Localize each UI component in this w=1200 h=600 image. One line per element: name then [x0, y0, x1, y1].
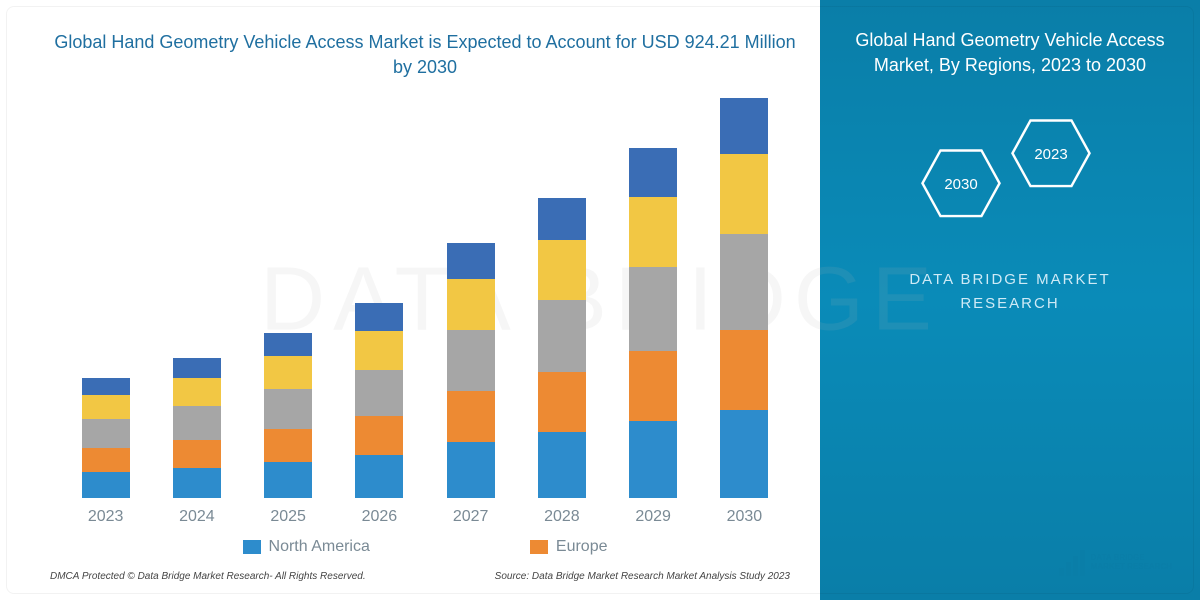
legend-label: North America — [269, 538, 370, 556]
bar-segment-north_america — [173, 468, 221, 499]
bar-segment-north_america — [82, 472, 130, 498]
stacked-bar — [720, 98, 768, 498]
bar-segment-europe — [538, 372, 586, 432]
main-layout: Global Hand Geometry Vehicle Access Mark… — [0, 0, 1200, 600]
logo-bars-icon — [1059, 550, 1085, 576]
bar-segment-asia_pacific — [173, 406, 221, 440]
bar-segment-mea — [538, 240, 586, 300]
x-axis-label: 2027 — [453, 508, 489, 526]
bar-segment-north_america — [538, 432, 586, 498]
bar-group: 2029 — [618, 148, 688, 526]
brand-watermark-right: DATA BRIDGE MARKET RESEARCH — [909, 268, 1110, 316]
bar-segment-europe — [173, 440, 221, 468]
bar-segment-mea — [447, 279, 495, 330]
x-axis-label: 2026 — [362, 508, 398, 526]
bar-group: 2026 — [344, 303, 414, 526]
bar-segment-north_america — [264, 462, 312, 498]
bar-segment-mea — [173, 378, 221, 406]
footer-copyright: DMCA Protected © Data Bridge Market Rese… — [50, 571, 366, 582]
bar-segment-south_america — [720, 98, 768, 154]
logo-bar — [1066, 562, 1071, 576]
x-axis-label: 2023 — [88, 508, 124, 526]
logo-bar — [1059, 568, 1064, 576]
footer: DMCA Protected © Data Bridge Market Rese… — [50, 571, 790, 582]
bar-group: 2023 — [71, 378, 141, 526]
bar-segment-asia_pacific — [720, 234, 768, 330]
bar-segment-asia_pacific — [629, 267, 677, 351]
bar-segment-south_america — [538, 198, 586, 240]
stacked-bar — [173, 358, 221, 498]
chart-title: Global Hand Geometry Vehicle Access Mark… — [50, 30, 800, 80]
stacked-bar — [447, 243, 495, 498]
hex-label: 2030 — [944, 176, 977, 193]
legend-swatch — [243, 540, 261, 554]
x-axis-label: 2030 — [727, 508, 763, 526]
bar-segment-mea — [264, 356, 312, 389]
bar-segment-mea — [629, 197, 677, 267]
bar-segment-south_america — [82, 378, 130, 395]
stacked-bar — [538, 198, 586, 498]
logo-text: DATA BRIDGE MARKET RESEARCH — [1091, 554, 1172, 572]
bar-segment-mea — [82, 395, 130, 419]
logo: DATA BRIDGE MARKET RESEARCH — [1059, 550, 1172, 576]
stacked-bar — [82, 378, 130, 498]
x-axis-label: 2025 — [270, 508, 306, 526]
bar-segment-south_america — [447, 243, 495, 279]
bar-group: 2027 — [436, 243, 506, 526]
stacked-bar — [629, 148, 677, 498]
bar-group: 2025 — [253, 333, 323, 526]
bar-segment-north_america — [720, 410, 768, 498]
hex-label: 2023 — [1034, 146, 1067, 163]
logo-bar — [1073, 556, 1078, 576]
logo-bar — [1080, 550, 1085, 576]
bar-segment-south_america — [264, 333, 312, 356]
legend-item-europe: Europe — [530, 538, 608, 556]
bar-segment-europe — [264, 429, 312, 462]
x-axis-label: 2028 — [544, 508, 580, 526]
hex-badge-2023: 2023 — [1010, 118, 1092, 190]
bar-segment-europe — [447, 391, 495, 442]
hex-badge-2030: 2030 — [920, 148, 1002, 220]
bar-group: 2028 — [527, 198, 597, 526]
hex-badges: 2030 2023 — [910, 108, 1110, 238]
bar-segment-mea — [355, 331, 403, 370]
bar-group: 2030 — [709, 98, 779, 526]
brand-line: RESEARCH — [909, 292, 1110, 316]
bar-segment-asia_pacific — [82, 419, 130, 448]
right-panel-title: Global Hand Geometry Vehicle Access Mark… — [844, 28, 1176, 78]
bar-segment-asia_pacific — [355, 370, 403, 417]
bar-segment-europe — [720, 330, 768, 410]
bar-segment-europe — [629, 351, 677, 421]
legend-item-north-america: North America — [243, 538, 370, 556]
chart-legend: North America Europe — [50, 538, 800, 556]
bar-segment-south_america — [629, 148, 677, 197]
bar-segment-north_america — [447, 442, 495, 498]
bar-segment-south_america — [355, 303, 403, 330]
bar-segment-south_america — [173, 358, 221, 378]
legend-label: Europe — [556, 538, 608, 556]
bar-segment-mea — [720, 154, 768, 234]
stacked-bar — [355, 303, 403, 498]
bar-segment-europe — [82, 448, 130, 472]
chart-panel: Global Hand Geometry Vehicle Access Mark… — [0, 0, 820, 600]
bar-segment-north_america — [355, 455, 403, 498]
bar-segment-asia_pacific — [264, 389, 312, 429]
x-axis-label: 2029 — [635, 508, 671, 526]
x-axis-label: 2024 — [179, 508, 215, 526]
logo-text-line: MARKET RESEARCH — [1091, 563, 1172, 572]
brand-line: DATA BRIDGE MARKET — [909, 268, 1110, 292]
chart-area: 2023 2024 2025 2026 2027 2028 2029 2030 — [50, 98, 800, 534]
footer-source: Source: Data Bridge Market Research Mark… — [495, 571, 790, 582]
bar-segment-asia_pacific — [538, 300, 586, 372]
right-panel: Global Hand Geometry Vehicle Access Mark… — [820, 0, 1200, 600]
bar-group: 2024 — [162, 358, 232, 526]
bar-segment-asia_pacific — [447, 330, 495, 391]
legend-swatch — [530, 540, 548, 554]
bar-segment-europe — [355, 416, 403, 455]
bar-segment-north_america — [629, 421, 677, 498]
stacked-bar — [264, 333, 312, 498]
